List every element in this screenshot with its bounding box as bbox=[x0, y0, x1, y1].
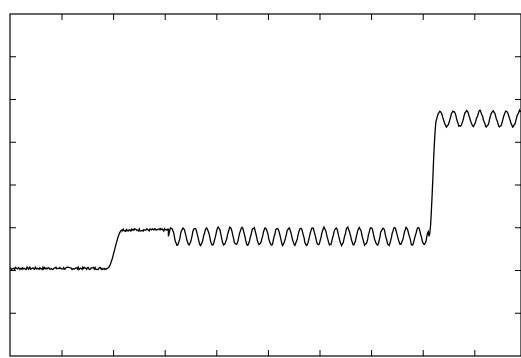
axis-ticks bbox=[10, 14, 521, 356]
plot-frame bbox=[9, 13, 521, 357]
series-line bbox=[9, 108, 521, 271]
